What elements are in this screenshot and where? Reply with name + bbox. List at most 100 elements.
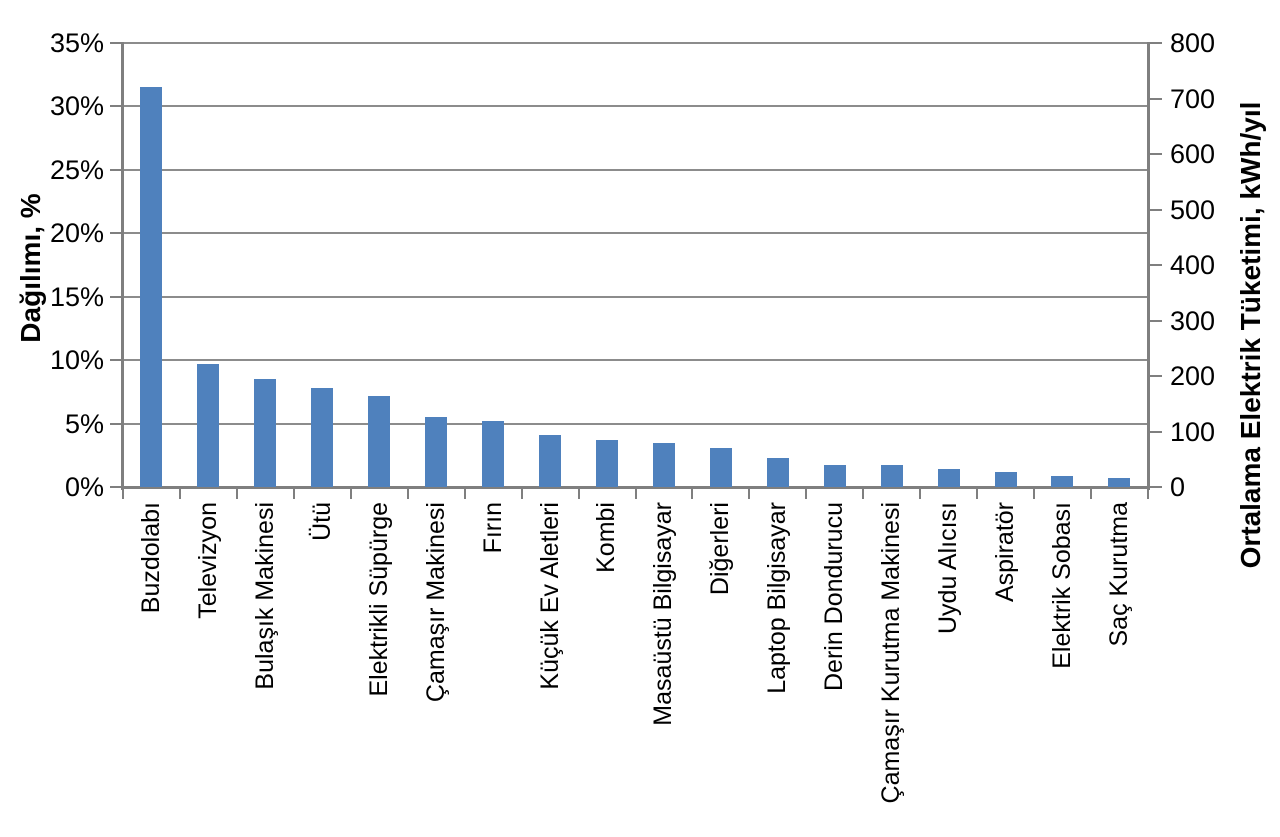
bar-cell (863, 43, 920, 487)
y-left-tick-label: 10% (49, 345, 104, 376)
right-tick-mark (1150, 430, 1162, 433)
left-tick-mark (110, 232, 122, 235)
right-tick-mark (1150, 208, 1162, 211)
left-tick-mark (110, 422, 122, 425)
bar-2 (197, 363, 220, 487)
x-tick-mark (235, 489, 238, 499)
x-tick-label: Uydu Alıcısı (934, 502, 963, 634)
left-tick-mark (110, 295, 122, 298)
left-tick-mark (110, 105, 122, 108)
x-tick-label: Televizyon (193, 502, 222, 619)
x-tick-label: Elektrik Sobası (1047, 502, 1076, 669)
bar-cell (806, 43, 863, 487)
bar-cell (408, 43, 465, 487)
right-tick-mark (1150, 486, 1162, 488)
bar-11 (709, 447, 732, 487)
left-tick-mark (110, 486, 122, 488)
bar-12 (766, 457, 789, 487)
bar-cell (465, 43, 522, 487)
right-tick-mark (1150, 375, 1162, 377)
y-right-tick-label: 300 (1170, 305, 1216, 336)
y-right-tick-label: 600 (1170, 139, 1216, 169)
bar-6 (425, 417, 448, 487)
x-tick-mark (463, 489, 466, 499)
x-tick-mark (634, 489, 637, 499)
bar-7 (482, 421, 505, 487)
gridline (123, 168, 1148, 171)
bar-cell (351, 43, 408, 487)
right-tick-mark (1150, 97, 1162, 100)
y-left-tick-label: 15% (49, 281, 104, 312)
x-tick-label: Laptop Bilgisayar (763, 502, 792, 694)
y-left-tick-label: 20% (49, 218, 104, 249)
y-right-tick-label: 800 (1170, 28, 1216, 58)
bar-cell (692, 43, 749, 487)
bar-15 (937, 469, 960, 487)
gridline (123, 295, 1148, 298)
x-tick-label: Masaüstü Bilgisayar (649, 502, 678, 726)
bar-5 (368, 395, 391, 487)
bar-13 (823, 465, 846, 487)
x-tick-label: Ütü (307, 502, 336, 541)
y-left-tick-label: 30% (49, 91, 104, 122)
right-tick-mark (1150, 153, 1162, 155)
gridline (123, 42, 1148, 44)
x-tick-mark (1090, 489, 1093, 499)
right-tick-mark (1150, 319, 1162, 322)
x-tick-label: Derin Dondurucu (820, 502, 849, 691)
x-tick-label: Buzdolabı (136, 502, 165, 614)
x-tick-mark (406, 489, 409, 499)
y-right-tick-label: 400 (1170, 250, 1216, 280)
x-tick-label: Saç Kurutma (1104, 502, 1133, 647)
x-tick-mark (1147, 489, 1149, 499)
x-tick-label: Fırın (478, 502, 507, 554)
x-tick-mark (691, 489, 694, 499)
bar-10 (652, 442, 675, 487)
x-tick-label: Elektrikli Süpürge (364, 502, 393, 697)
x-tick-label: Aspiratör (991, 502, 1020, 603)
bar-17 (1051, 475, 1074, 487)
x-tick-mark (178, 489, 181, 499)
bar-cell (1034, 43, 1091, 487)
x-tick-mark (976, 489, 979, 499)
y-right-tick-label: 100 (1170, 416, 1216, 447)
x-tick-mark (349, 489, 352, 499)
x-tick-mark (577, 489, 580, 499)
right-tick-mark (1150, 42, 1162, 44)
y-left-tick-label: 25% (49, 154, 104, 185)
x-tick-label: Diğerleri (706, 502, 735, 596)
y-right-tick-label: 500 (1170, 194, 1216, 225)
x-tick-mark (919, 489, 922, 499)
x-tick-mark (805, 489, 808, 499)
x-tick-mark (122, 489, 124, 499)
y-left-tick-label: 5% (64, 408, 104, 439)
gridline (123, 422, 1148, 425)
bar-16 (994, 471, 1017, 487)
x-tick-label: Çamaşır Makinesi (421, 502, 450, 703)
bar-cell (237, 43, 294, 487)
bar-14 (880, 465, 903, 487)
bar-cell (180, 43, 237, 487)
x-tick-mark (748, 489, 751, 499)
bar-cell (749, 43, 806, 487)
bar-cell (977, 43, 1034, 487)
bar-1 (140, 87, 163, 487)
gridline (123, 105, 1148, 108)
bar-9 (595, 440, 618, 487)
x-tick-mark (862, 489, 865, 499)
gridline (123, 232, 1148, 235)
bar-cell (920, 43, 977, 487)
left-axis-line (121, 42, 124, 490)
bar-cell (579, 43, 636, 487)
bar-8 (539, 435, 562, 487)
bar-cell (1091, 43, 1148, 487)
left-tick-mark (110, 359, 122, 362)
bar-3 (254, 379, 277, 487)
left-tick-mark (110, 42, 122, 44)
y-left-tick-label: 35% (49, 28, 104, 58)
y-right-tick-label: 700 (1170, 83, 1216, 114)
x-tick-label: Bulaşık Makinesi (250, 502, 279, 690)
left-tick-mark (110, 168, 122, 171)
left-axis-title: Dağılımı, % (15, 193, 46, 343)
